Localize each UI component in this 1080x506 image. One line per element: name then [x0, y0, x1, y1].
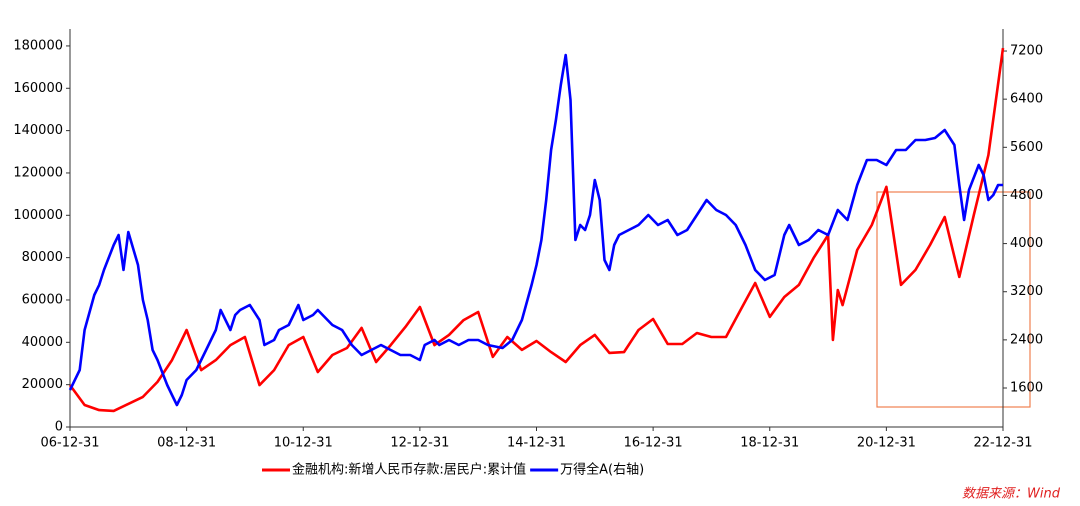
legend-label: 万得全A(右轴)	[560, 462, 644, 478]
y-tick-label: 80000	[22, 250, 63, 265]
series-line	[68, 53, 1003, 407]
x-tick-label: 20-12-31	[857, 436, 916, 451]
series-line	[68, 47, 1005, 413]
y-tick-label: 120000	[13, 165, 63, 180]
y-tick-label: 160000	[13, 81, 63, 96]
y-tick-label: 60000	[22, 292, 63, 307]
x-tick-label: 06-12-31	[40, 436, 99, 451]
y-tick-label: 180000	[13, 38, 63, 53]
y2-tick-label: 4000	[1010, 236, 1043, 251]
y-tick-label: 0	[55, 420, 63, 435]
y2-tick-label: 7200	[1010, 44, 1043, 59]
y2-tick-label: 2400	[1010, 332, 1043, 347]
y2-tick-label: 4800	[1010, 188, 1043, 203]
x-tick-label: 14-12-31	[507, 436, 566, 451]
y-tick-label: 100000	[13, 208, 63, 223]
y-tick-label: 20000	[22, 377, 63, 392]
x-tick-label: 08-12-31	[157, 436, 216, 451]
x-tick-label: 12-12-31	[390, 436, 449, 451]
x-tick-label: 16-12-31	[624, 436, 683, 451]
y-tick-label: 140000	[13, 123, 63, 138]
y2-tick-label: 3200	[1010, 284, 1043, 299]
source-note: 数据来源：Wind	[962, 487, 1061, 502]
y2-tick-label: 5600	[1010, 140, 1043, 155]
x-tick-label: 10-12-31	[274, 436, 333, 451]
x-tick-label: 22-12-31	[973, 436, 1032, 451]
legend-label: 金融机构:新增人民币存款:居民户:累计值	[292, 462, 526, 478]
y2-tick-label: 6400	[1010, 92, 1043, 107]
highlight-box	[876, 191, 1031, 408]
y-tick-label: 40000	[22, 335, 63, 350]
y2-tick-label: 1600	[1010, 381, 1043, 396]
x-tick-label: 18-12-31	[740, 436, 799, 451]
